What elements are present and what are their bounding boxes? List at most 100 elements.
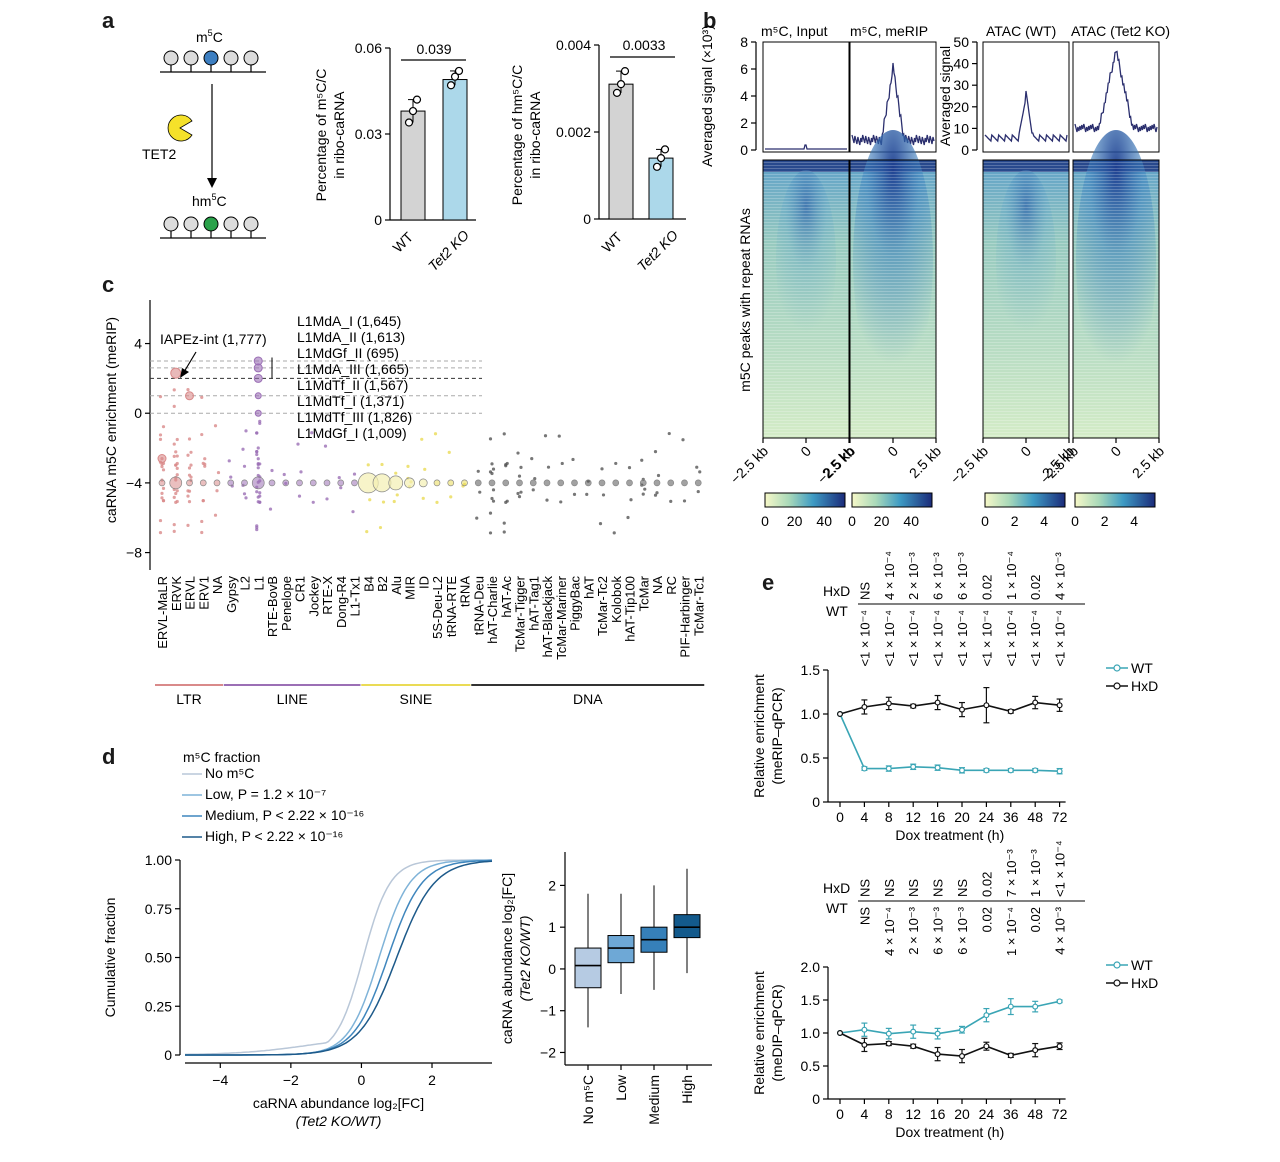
data-point <box>861 703 868 710</box>
data-point <box>475 516 479 520</box>
category-label: hAT-Blackjack <box>540 576 555 658</box>
data-point <box>258 421 262 426</box>
profile-line <box>1074 50 1158 133</box>
data-point <box>546 465 551 469</box>
subfamily-label: L1MdA_I (1,645) <box>297 313 401 329</box>
tick: 1.5 <box>801 662 821 678</box>
bubble <box>158 479 166 487</box>
data-point <box>203 464 207 468</box>
x-axis-label: Dox treatment (h) <box>895 827 1004 843</box>
data-point <box>174 491 178 496</box>
tick: 4 <box>134 336 142 352</box>
data-point <box>258 491 262 495</box>
category-label: TcMar-Tc2 <box>595 576 610 636</box>
cytosine <box>243 216 259 232</box>
pvalue-wt: <1 × 10⁻⁴ <box>906 610 921 667</box>
replicate-point <box>450 72 460 81</box>
heatmap-y-label: m5C peaks with repeat RNAs <box>737 208 753 392</box>
data-point <box>560 461 564 466</box>
tick: 10 <box>953 120 969 136</box>
data-point <box>161 425 166 429</box>
profile-frame <box>762 41 850 153</box>
series-line <box>839 1032 1060 1057</box>
y-axis-label: caRNA abundance log₂[FC] <box>499 873 515 1044</box>
category-label: Kolobok <box>609 576 624 623</box>
data-point <box>983 1012 990 1019</box>
x-tick: WT <box>389 228 416 255</box>
colorbar-tick: 40 <box>903 513 919 529</box>
data-point <box>255 452 259 457</box>
data-point <box>175 489 179 493</box>
colorbar-tick: 0 <box>981 513 989 529</box>
pvalue-hxd: 1 × 10⁻⁴ <box>1004 551 1019 600</box>
data-point <box>1007 1052 1014 1059</box>
x-tick: 24 <box>979 809 995 825</box>
data-point <box>172 495 176 499</box>
x-tick: 8 <box>885 809 893 825</box>
x-tick: 0 <box>836 1106 844 1122</box>
data-point <box>200 395 204 399</box>
data-point <box>640 458 644 462</box>
annotation-arrowhead <box>180 368 189 378</box>
pvalue-wt: <1 × 10⁻⁴ <box>1004 610 1019 667</box>
category-label: NA <box>210 576 225 594</box>
category-label: B2 <box>375 576 390 592</box>
data-point <box>158 395 163 399</box>
tick: −2 <box>283 1072 299 1088</box>
data-point <box>504 500 508 504</box>
data-point <box>310 431 314 435</box>
pvalue-wt: 1 × 10⁻⁴ <box>1004 907 1019 956</box>
data-point <box>696 489 700 494</box>
data-point <box>172 523 176 527</box>
pvalue-hxd: 6 × 10⁻³ <box>955 552 970 600</box>
data-point <box>519 465 523 469</box>
data-point <box>861 1026 868 1033</box>
colorbar-tick: 2 <box>1011 513 1019 529</box>
data-point <box>213 424 218 428</box>
group-label: LINE <box>277 691 308 707</box>
category-label: ERVL-MaLR <box>155 576 170 649</box>
panel-b-figure: m⁵C, Input m⁵C, meRIP ATAC (WT) ATAC (Te… <box>699 23 1170 529</box>
x-tick: 72 <box>1052 809 1068 825</box>
x-tick: Tet2 KO <box>425 227 472 274</box>
pvalue-hxd: <1 × 10⁻⁴ <box>1053 840 1068 897</box>
heatmap-title-merip: m⁵C, meRIP <box>850 23 928 39</box>
data-point <box>420 437 424 441</box>
data-point <box>189 450 193 454</box>
data-point <box>161 486 166 490</box>
data-point <box>299 470 303 474</box>
x-tick: 0 <box>1107 443 1124 460</box>
x-tick: 36 <box>1003 1106 1019 1122</box>
bubble <box>694 479 702 487</box>
data-point <box>1032 1047 1039 1054</box>
x-tick: 4 <box>861 1106 869 1122</box>
box <box>673 914 701 939</box>
tick: 1.00 <box>145 852 172 868</box>
pvalue-wt: NS <box>857 907 872 925</box>
replicate-point <box>454 66 464 76</box>
colorbar-tick: 4 <box>1040 513 1048 529</box>
pvalue-wt: 4 × 10⁻³ <box>1053 906 1068 954</box>
data-point <box>203 457 207 461</box>
x-tick: 36 <box>1003 809 1019 825</box>
tick: −4 <box>212 1072 228 1088</box>
bubble <box>323 479 331 487</box>
data-point <box>517 474 522 478</box>
y-axis-label: Percentage of m⁵C/C <box>313 69 329 202</box>
colorbar-tick: 0 <box>1071 513 1079 529</box>
data-point <box>488 531 493 535</box>
profile-line <box>851 62 935 146</box>
outlier-point <box>170 367 182 379</box>
category-label: hAT-Tag1 <box>526 576 541 631</box>
category-label: L1-Tx1 <box>348 576 363 616</box>
pacman-icon <box>167 114 193 142</box>
y-axis-label: (Tet2 KO/WT) <box>517 916 533 1002</box>
row-label-wt: WT <box>826 603 848 619</box>
bubble <box>557 479 565 487</box>
data-point <box>311 500 315 504</box>
data-point <box>241 447 245 451</box>
data-point <box>160 496 164 500</box>
data-point <box>201 461 205 465</box>
category-label: hAT-Charlie <box>485 576 500 644</box>
row-label-hxd: HxD <box>823 583 850 599</box>
